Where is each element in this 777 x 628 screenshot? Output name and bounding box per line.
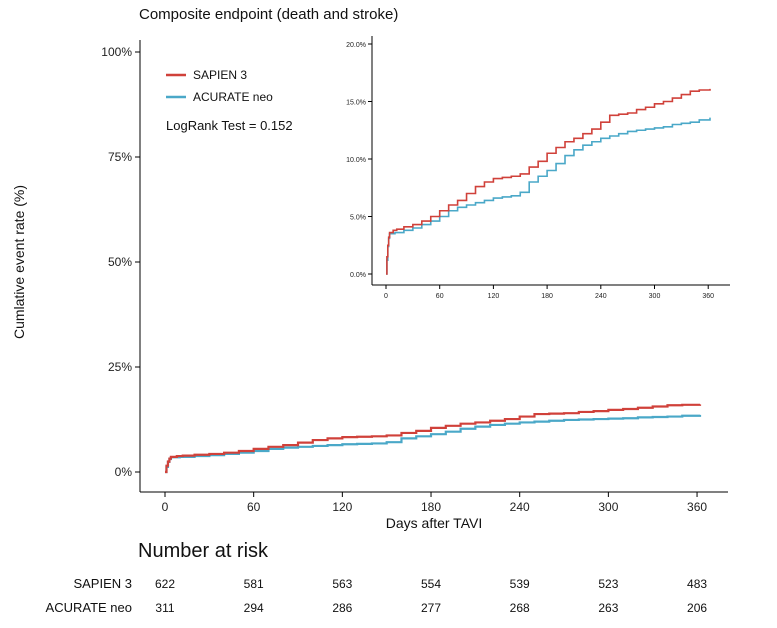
risk-value: 268 xyxy=(509,601,530,615)
inset-x-tick-label: 180 xyxy=(541,293,553,300)
main-axes: 0% 25% 50% 75% 100% 0 60 120 180 240 300 360 Days af… xyxy=(11,40,728,531)
risk-row-label: SAPIEN 3 xyxy=(73,576,132,591)
inset-x-tick-label: 240 xyxy=(595,293,607,300)
risk-table-title: Number at risk xyxy=(138,540,269,562)
risk-value: 263 xyxy=(598,601,619,615)
legend-label: ACURATE neo xyxy=(193,90,273,104)
series-line xyxy=(165,403,702,474)
inset-series-line xyxy=(386,88,711,275)
inset-y-tick-label: 20.0% xyxy=(346,42,366,49)
x-tick-label: 360 xyxy=(687,500,707,514)
inset-x-tick-label: 0 xyxy=(384,293,388,300)
y-tick-label: 100% xyxy=(101,45,132,59)
risk-value: 539 xyxy=(509,577,530,591)
y-axis-label: Cumlative event rate (%) xyxy=(11,185,27,339)
chart-title: Composite endpoint (death and stroke) xyxy=(139,6,399,23)
y-tick-label: 75% xyxy=(108,150,132,164)
x-tick-label: 300 xyxy=(598,500,618,514)
risk-value: 286 xyxy=(332,601,353,615)
inset-y-tick-label: 15.0% xyxy=(346,100,366,107)
inset-y-tick-label: 0.0% xyxy=(350,272,366,279)
y-tick-label: 50% xyxy=(108,255,132,269)
risk-value: 294 xyxy=(243,601,264,615)
risk-row-label: ACURATE neo xyxy=(45,600,132,615)
main-lines xyxy=(165,403,702,474)
risk-value: 277 xyxy=(421,601,442,615)
risk-value: 206 xyxy=(687,601,708,615)
x-tick-label: 120 xyxy=(332,500,352,514)
inset-y-tick-label: 10.0% xyxy=(346,157,366,164)
risk-value: 563 xyxy=(332,577,353,591)
inset-x-tick-label: 360 xyxy=(702,293,714,300)
x-tick-label: 180 xyxy=(421,500,441,514)
y-tick-label: 25% xyxy=(108,360,132,374)
risk-value: 311 xyxy=(155,601,175,615)
x-tick-label: 60 xyxy=(247,500,261,514)
x-axis-label: Days after TAVI xyxy=(386,515,482,531)
logrank-annotation: LogRank Test = 0.152 xyxy=(166,118,293,133)
risk-value: 581 xyxy=(243,577,264,591)
inset-series-line xyxy=(386,117,711,275)
risk-value: 523 xyxy=(598,577,619,591)
legend-label: SAPIEN 3 xyxy=(193,68,247,82)
series-line xyxy=(165,414,702,474)
risk-value: 483 xyxy=(687,577,708,591)
y-tick-label: 0% xyxy=(115,465,133,479)
inset-x-tick-label: 120 xyxy=(488,293,500,300)
inset-y-tick-label: 5.0% xyxy=(350,215,366,222)
inset-chart: 0.0% 5.0% 10.0% 15.0% 20.0% 0 60 120 180 240 300 36… xyxy=(346,36,730,300)
risk-value: 622 xyxy=(154,577,176,591)
legend: SAPIEN 3 ACURATE neo LogRank Test = 0.152 xyxy=(166,68,293,133)
inset-x-tick-label: 60 xyxy=(436,293,444,300)
risk-value: 554 xyxy=(421,577,442,591)
x-tick-label: 0 xyxy=(162,500,169,514)
inset-x-tick-label: 300 xyxy=(649,293,661,300)
x-tick-label: 240 xyxy=(510,500,530,514)
